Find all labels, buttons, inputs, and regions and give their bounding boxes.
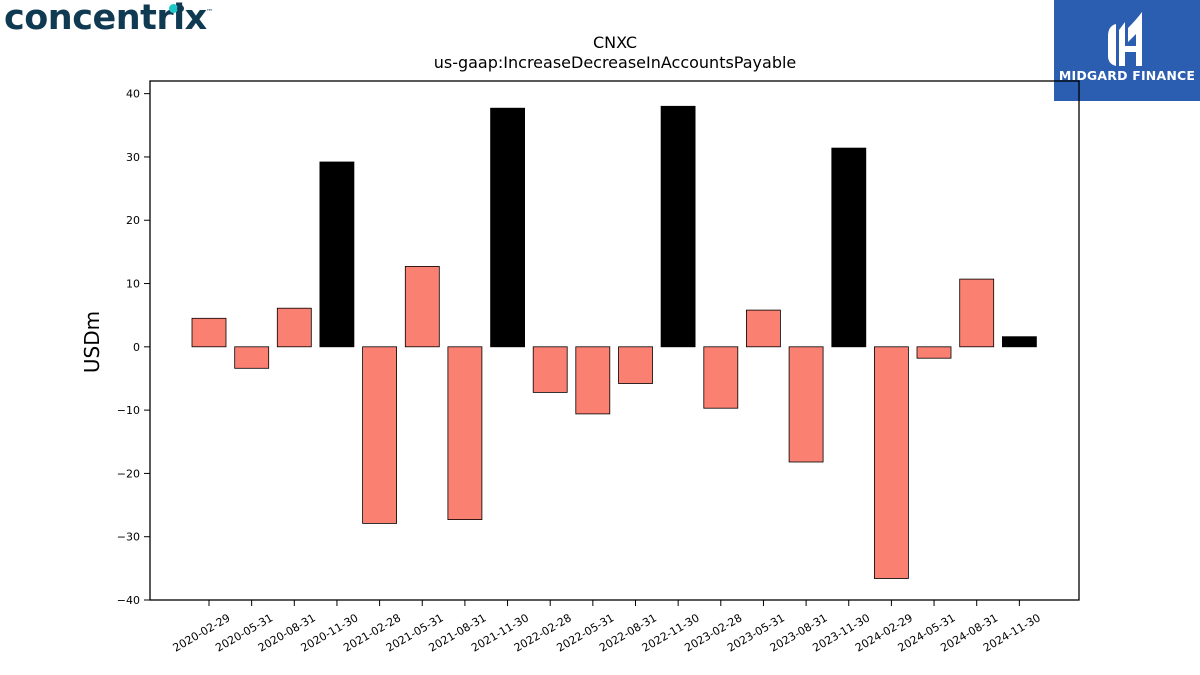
bar-2021-11-30 [490, 107, 526, 348]
bar-2024-11-30 [1002, 336, 1037, 348]
bars-group [191, 105, 1037, 579]
logo-dot-icon [169, 4, 178, 13]
y-tick-label: 10 [126, 278, 140, 291]
y-tick-label: −30 [117, 531, 140, 544]
chart-subtitle: us-gaap:IncreaseDecreaseInAccountsPayabl… [434, 53, 797, 72]
bar-2021-05-31 [404, 265, 440, 348]
bar-2022-02-28 [532, 346, 568, 393]
bar-2021-02-28 [362, 346, 398, 524]
trademark-mark: ™ [206, 8, 213, 16]
bar-2020-08-31 [276, 307, 312, 348]
y-tick-label: 40 [126, 88, 140, 101]
bar-2023-08-31 [788, 346, 824, 463]
bar-2023-02-28 [703, 346, 739, 409]
bar-2022-08-31 [618, 346, 653, 384]
x-axis: 2020-02-292020-05-312020-08-312020-11-30… [171, 600, 1043, 655]
midgard-mark-icon [1108, 12, 1142, 66]
bar-2020-11-30 [319, 161, 355, 348]
y-tick-label: −10 [117, 404, 140, 417]
bar-2020-05-31 [234, 346, 270, 369]
chart-title: CNXC [593, 33, 637, 52]
y-axis: −40 −30 −20 −10 0 10 20 30 40 [117, 88, 150, 607]
logo-dot-icon [177, 5, 184, 12]
y-tick-label: 20 [126, 214, 140, 227]
bar-2023-05-31 [746, 309, 781, 348]
concentrix-logo: concentrix ™ [4, 0, 214, 44]
y-axis-label: USDm [80, 311, 104, 373]
y-tick-label: −40 [117, 594, 140, 607]
y-tick-label: 0 [133, 341, 140, 354]
bar-2024-05-31 [916, 346, 952, 359]
bar-2021-08-31 [447, 346, 483, 520]
y-tick-label: −20 [117, 467, 140, 480]
bar-2020-02-29 [191, 317, 227, 348]
midgard-finance-logo: MIDGARD FINANCE [1054, 0, 1200, 101]
bar-2022-05-31 [575, 346, 611, 415]
bar-2022-11-30 [660, 105, 696, 348]
plot-frame [149, 80, 1080, 601]
midgard-finance-text: MIDGARD FINANCE [1058, 68, 1196, 83]
bar-2024-08-31 [959, 278, 995, 348]
bar-2024-02-29 [874, 346, 909, 579]
y-tick-label: 30 [126, 151, 140, 164]
bar-2023-11-30 [831, 147, 867, 348]
